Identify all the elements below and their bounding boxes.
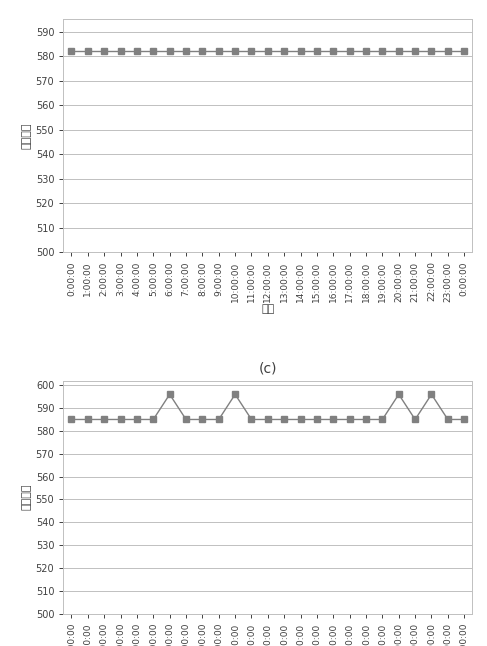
X-axis label: 时间: 时间: [261, 304, 275, 315]
Y-axis label: 驱动电流: 驱动电流: [21, 484, 32, 510]
Text: (c): (c): [259, 362, 277, 376]
Y-axis label: 驱动电流: 驱动电流: [21, 123, 32, 149]
